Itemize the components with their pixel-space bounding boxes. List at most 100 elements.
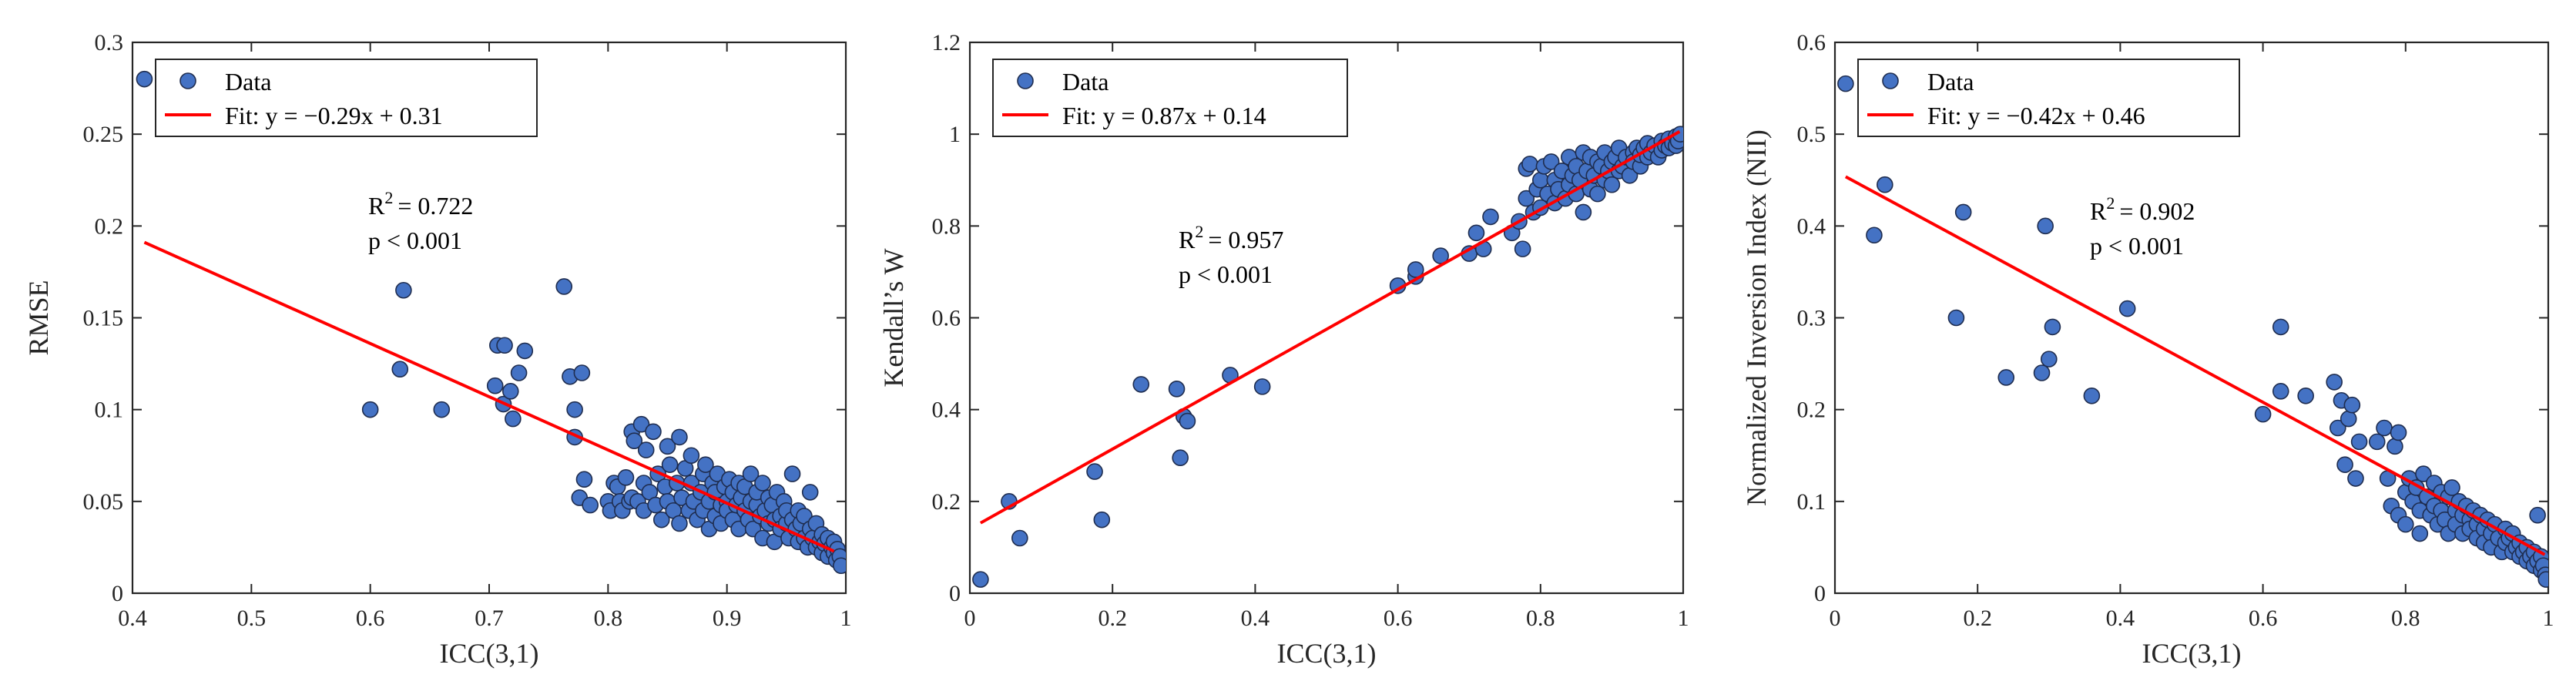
data-point	[582, 496, 599, 514]
y-tick-label: 0.6	[932, 306, 961, 331]
data-point	[2368, 433, 2386, 451]
data-point	[361, 401, 379, 418]
y-axis-label: RMSE	[23, 280, 54, 355]
data-point	[1172, 449, 1189, 467]
data-point	[2272, 318, 2289, 336]
data-point	[1011, 529, 1028, 547]
data-point	[2326, 374, 2343, 391]
data-point	[1575, 203, 1592, 221]
data-point	[433, 401, 451, 418]
data-point	[1514, 240, 1531, 257]
data-point	[645, 423, 662, 441]
legend-marker-data	[179, 72, 196, 89]
data-point	[1997, 369, 2015, 386]
y-tick-label: 0.2	[932, 489, 961, 515]
data-point	[783, 465, 801, 482]
r-squared-annotation: R2 = 0.957	[1179, 222, 1283, 253]
x-axis-label: ICC(3,1)	[2142, 638, 2242, 669]
x-tick-label: 0.2	[1098, 606, 1127, 631]
data-point	[2254, 405, 2272, 423]
data-point	[2343, 396, 2361, 414]
x-tick-label: 1	[2543, 606, 2554, 631]
legend-label-fit: Fit: y = −0.42x + 0.46	[1927, 102, 2145, 129]
y-tick-label: 0.5	[1797, 122, 1826, 147]
data-point	[637, 441, 655, 458]
legend-label-data: Data	[1062, 68, 1109, 96]
data-point	[697, 456, 714, 473]
x-tick-label: 0	[1830, 606, 1841, 631]
data-point	[659, 438, 676, 455]
data-point	[516, 342, 534, 360]
r-squared-annotation: R2 = 0.902	[2090, 193, 2195, 225]
data-point	[661, 456, 679, 473]
data-point	[1603, 176, 1621, 193]
r2-value: = 0.722	[397, 192, 473, 220]
legend-label-data: Data	[1927, 68, 1974, 96]
data-point	[1086, 463, 1103, 480]
data-point	[2041, 351, 2058, 367]
x-tick-label: 0	[964, 606, 976, 631]
y-tick-label: 0.05	[83, 489, 124, 515]
r-squared-annotation: R2 = 0.722	[368, 188, 473, 220]
data-point	[652, 511, 670, 529]
y-tick-label: 1.2	[932, 30, 961, 55]
x-tick-label: 0.8	[2391, 606, 2420, 631]
data-point	[486, 377, 504, 394]
data-point	[683, 447, 700, 465]
legend-box	[1857, 59, 2240, 137]
x-tick-label: 0.4	[1241, 606, 1270, 631]
x-tick-label: 1	[1678, 606, 1689, 631]
data-point	[1407, 261, 1424, 278]
data-point	[2044, 318, 2061, 336]
y-tick-label: 0.2	[1797, 398, 1826, 423]
legend-label-fit: Fit: y = 0.87x + 0.14	[1062, 102, 1266, 129]
data-point	[2340, 410, 2357, 428]
y-tick-label: 0.6	[1797, 30, 1826, 55]
data-point	[1947, 309, 1965, 327]
data-point	[671, 515, 688, 532]
x-tick-label: 0.9	[713, 606, 742, 631]
data-point	[1432, 247, 1449, 264]
y-tick-label: 0.2	[95, 213, 124, 239]
x-tick-label: 0.6	[2249, 606, 2278, 631]
x-tick-label: 0.6	[356, 606, 385, 631]
data-point	[1542, 153, 1560, 170]
data-point	[1179, 412, 1196, 430]
r2-superscript: 2	[384, 188, 393, 207]
legend-marker-data	[1017, 72, 1034, 89]
data-point	[2390, 424, 2407, 441]
data-point	[2444, 479, 2460, 496]
data-point	[2529, 506, 2546, 524]
data-point	[2118, 300, 2136, 317]
data-point	[1132, 376, 1150, 393]
data-point	[1168, 381, 1186, 398]
r2-value: = 0.957	[1208, 226, 1283, 253]
p-value-annotation: p < 0.001	[2090, 232, 2184, 260]
legend-box	[155, 59, 538, 137]
data-point	[1589, 185, 1606, 203]
data-point	[2329, 419, 2346, 437]
r2-value: = 0.902	[2119, 197, 2195, 225]
data-point	[2411, 525, 2429, 542]
fit-line	[1844, 175, 2546, 556]
data-point	[1253, 378, 1271, 395]
data-point	[1521, 156, 1538, 173]
chart-1: 0.4 0.5 0.6 0.7 0.8 0.9 1 0 0.05 0.1 0.15 0.2 0.25 0.…	[23, 30, 852, 669]
data-point	[395, 281, 412, 299]
data-point	[972, 571, 989, 588]
data-point	[2347, 470, 2364, 487]
r2-prefix: R	[368, 192, 385, 220]
chart-2: 0 0.2 0.4 0.6 0.8 1 0 0.2 0.4 0.6 0.8 1 1.2 ICC(3,1) K…	[878, 30, 1689, 669]
fit-line	[143, 240, 835, 553]
legend-marker-data	[1882, 72, 1899, 89]
data-point	[2083, 387, 2101, 404]
data-point	[2386, 438, 2403, 455]
x-tick-label: 0.6	[1384, 606, 1413, 631]
data-point	[754, 475, 771, 492]
data-point	[2033, 364, 2051, 381]
data-point	[626, 432, 643, 449]
data-point	[617, 469, 635, 486]
data-point	[2376, 419, 2393, 437]
data-point	[575, 471, 593, 488]
data-point	[1877, 176, 1893, 193]
